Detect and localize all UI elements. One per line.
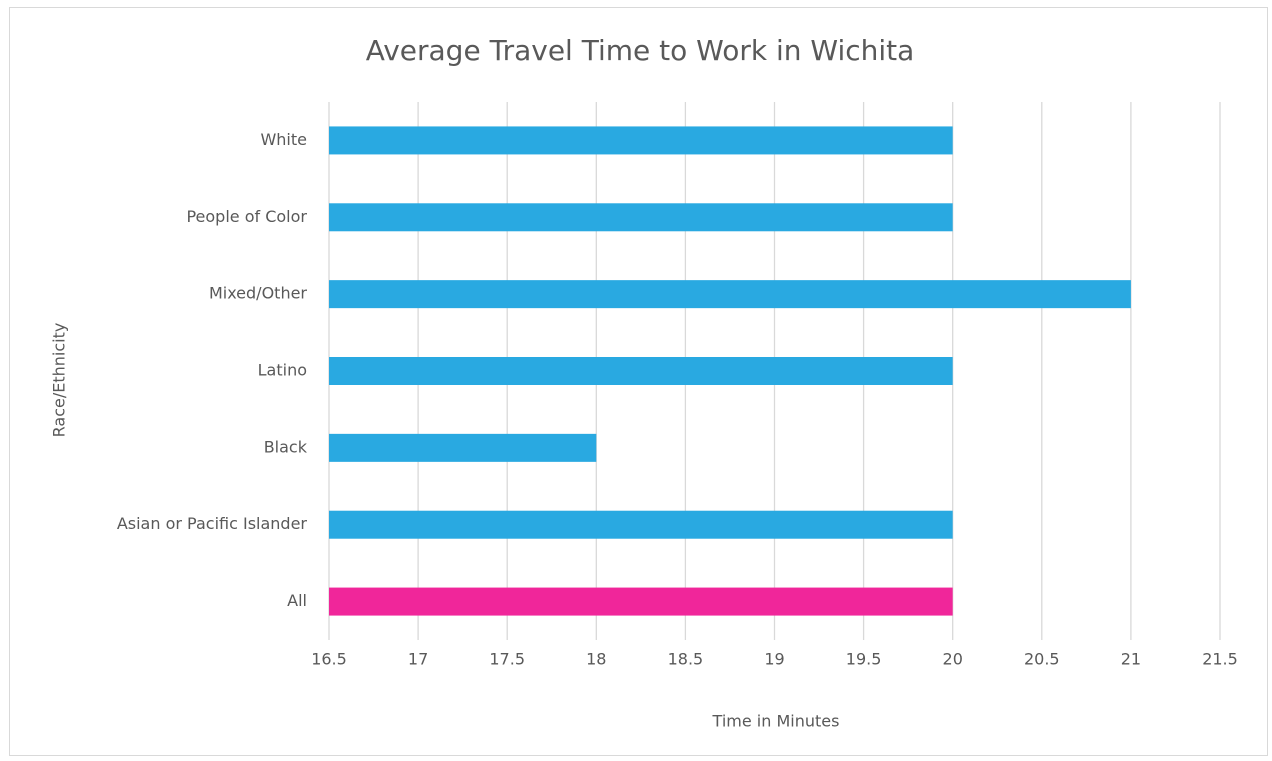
x-tick-label: 21.5 xyxy=(1202,650,1238,669)
y-tick-label: Latino xyxy=(258,361,307,380)
x-tick-label: 20 xyxy=(943,650,963,669)
bar xyxy=(329,126,953,155)
y-tick-label: Mixed/Other xyxy=(209,284,307,303)
bar xyxy=(329,433,597,462)
x-tick-label: 20.5 xyxy=(1024,650,1060,669)
y-tick-label: Asian or Pacific Islander xyxy=(117,514,308,533)
x-tick-label: 19 xyxy=(764,650,784,669)
x-tick-label: 17 xyxy=(408,650,428,669)
x-axis-title: Time in Minutes xyxy=(712,712,840,731)
x-tick-label: 18 xyxy=(586,650,606,669)
x-tick-label: 18.5 xyxy=(668,650,704,669)
chart-title: Average Travel Time to Work in Wichita xyxy=(366,34,915,67)
bar xyxy=(329,280,1131,309)
y-tick-label: White xyxy=(260,130,307,149)
bar xyxy=(329,357,953,385)
x-tick-label: 16.5 xyxy=(311,650,347,669)
x-tick-label: 21 xyxy=(1121,650,1141,669)
bar xyxy=(329,510,953,539)
y-axis-title: Race/Ethnicity xyxy=(50,323,69,438)
y-tick-label: Black xyxy=(264,437,308,456)
y-tick-label: All xyxy=(287,591,307,610)
bar xyxy=(329,203,953,232)
x-tick-label: 17.5 xyxy=(489,650,525,669)
x-tick-label: 19.5 xyxy=(846,650,882,669)
bar xyxy=(329,587,953,616)
y-tick-label: People of Color xyxy=(186,207,307,226)
